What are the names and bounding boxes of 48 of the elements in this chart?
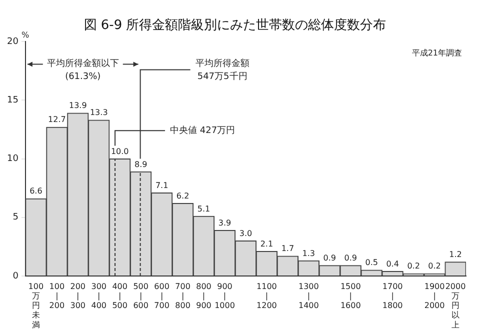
data-label: 3.9 (218, 218, 232, 228)
x-tick-label: 400 | 500 (112, 282, 128, 310)
data-label: 2.1 (260, 239, 274, 248)
x-tick-label: 100万円未満 (28, 282, 44, 330)
x-tick-label: 1300 | 1400 (298, 282, 319, 310)
x-tick-label: 300 | 400 (91, 282, 107, 310)
data-label: 13.9 (68, 101, 87, 110)
data-label: 5.1 (197, 204, 210, 214)
data-label: 13.3 (90, 108, 108, 118)
x-tick-label: 900 | 1000 (214, 282, 235, 310)
x-tick-label: 500 | 600 (133, 282, 148, 310)
data-label: 0.9 (344, 254, 357, 263)
data-label: 1.7 (281, 244, 294, 254)
data-label: 1.2 (449, 250, 462, 260)
y-tick-label: 5 (12, 212, 18, 223)
annotation: 平成21年調査 (412, 48, 462, 58)
data-label: 6.2 (176, 191, 190, 200)
y-tick-label: 0 (12, 271, 19, 282)
data-label: 1.3 (302, 248, 316, 258)
annotation: 平均所得金額以下 (61.3%) (46, 58, 119, 82)
x-tick-label: 600 | 700 (154, 282, 170, 310)
data-label: 12.7 (48, 115, 66, 124)
data-label: 3.0 (239, 228, 252, 238)
data-label: 0.5 (365, 258, 378, 268)
chart-title: 図 6-9 所得金額階級別にみた世帯数の総体度数分布 (84, 17, 386, 34)
x-tick-label: 1500 | 1600 (340, 282, 361, 310)
x-tick-label: 1100 | 1200 (256, 282, 277, 310)
data-label: 10.0 (110, 146, 129, 156)
y-axis-title: % (21, 30, 30, 40)
data-label: 0.9 (323, 254, 336, 263)
data-label: 7.1 (155, 180, 168, 190)
data-label: 0.2 (407, 262, 420, 271)
annotation: 中央値 427万円 (170, 125, 236, 136)
x-tick-label: 200 | 300 (70, 282, 86, 310)
data-label: 8.9 (134, 160, 148, 169)
y-tick-label: 10 (7, 154, 19, 164)
x-tick-label: 700 | 800 (175, 282, 190, 310)
data-label: 0.2 (428, 262, 441, 271)
y-tick-label: 20 (7, 36, 19, 47)
data-label: 0.4 (386, 259, 399, 268)
x-tick-label: 800 | 900 (196, 282, 212, 310)
x-tick-label: 2000万円以上 (445, 282, 466, 330)
data-label: 6.6 (30, 186, 42, 196)
x-tick-label: 1700 | 1800 (382, 282, 403, 310)
x-tick-label: 1900 | 2000 (424, 282, 445, 310)
x-tick-label: 100 | 200 (49, 282, 65, 310)
y-tick-label: 15 (7, 96, 18, 106)
annotation: 平均所得金額 547万5千円 (195, 58, 250, 82)
